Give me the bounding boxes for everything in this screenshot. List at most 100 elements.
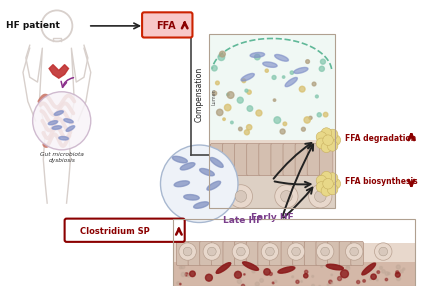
Circle shape	[274, 117, 281, 123]
FancyBboxPatch shape	[316, 241, 329, 266]
Ellipse shape	[285, 77, 297, 87]
Ellipse shape	[59, 136, 68, 140]
Circle shape	[247, 106, 253, 111]
Circle shape	[331, 274, 333, 276]
Circle shape	[269, 272, 272, 276]
Circle shape	[216, 81, 219, 85]
Circle shape	[205, 274, 213, 281]
FancyBboxPatch shape	[304, 241, 317, 266]
Circle shape	[317, 113, 321, 117]
FancyBboxPatch shape	[339, 241, 352, 266]
Circle shape	[371, 274, 376, 279]
Circle shape	[183, 247, 192, 256]
Circle shape	[357, 281, 360, 284]
FancyBboxPatch shape	[327, 241, 340, 266]
FancyBboxPatch shape	[65, 219, 185, 242]
FancyBboxPatch shape	[235, 241, 247, 266]
Circle shape	[306, 60, 310, 63]
Circle shape	[346, 266, 350, 270]
Circle shape	[244, 130, 249, 135]
Circle shape	[301, 127, 305, 131]
FancyBboxPatch shape	[351, 241, 363, 266]
Circle shape	[316, 175, 327, 186]
Circle shape	[264, 269, 270, 275]
FancyBboxPatch shape	[142, 12, 192, 38]
FancyBboxPatch shape	[173, 262, 415, 286]
Circle shape	[224, 104, 231, 111]
Circle shape	[239, 127, 242, 131]
Text: Gut microbiota
dysbiosis: Gut microbiota dysbiosis	[40, 152, 84, 163]
Circle shape	[203, 243, 220, 260]
FancyBboxPatch shape	[259, 143, 272, 175]
Circle shape	[321, 128, 332, 138]
Circle shape	[319, 66, 324, 71]
Circle shape	[395, 272, 400, 277]
Circle shape	[290, 71, 294, 74]
FancyBboxPatch shape	[319, 143, 333, 175]
Circle shape	[321, 186, 332, 196]
Circle shape	[304, 270, 308, 274]
Circle shape	[346, 243, 363, 260]
Circle shape	[309, 116, 312, 119]
Circle shape	[207, 247, 216, 256]
FancyBboxPatch shape	[200, 241, 212, 266]
Ellipse shape	[210, 157, 223, 167]
FancyBboxPatch shape	[177, 241, 189, 266]
Circle shape	[235, 191, 247, 202]
Circle shape	[319, 285, 320, 287]
Circle shape	[265, 247, 274, 256]
Circle shape	[301, 281, 302, 282]
Circle shape	[299, 86, 305, 92]
Circle shape	[177, 282, 180, 285]
Circle shape	[323, 135, 333, 146]
Circle shape	[316, 95, 318, 98]
FancyBboxPatch shape	[307, 143, 321, 175]
Circle shape	[304, 274, 308, 278]
Circle shape	[275, 280, 277, 283]
Circle shape	[292, 276, 294, 278]
Ellipse shape	[362, 263, 375, 275]
Ellipse shape	[172, 156, 187, 163]
FancyBboxPatch shape	[235, 143, 248, 175]
Ellipse shape	[200, 168, 214, 176]
Circle shape	[231, 121, 233, 124]
Circle shape	[363, 280, 365, 282]
Circle shape	[227, 92, 234, 98]
Text: Clostridium SP: Clostridium SP	[80, 227, 150, 236]
FancyBboxPatch shape	[247, 143, 260, 175]
Ellipse shape	[250, 52, 265, 57]
Ellipse shape	[54, 111, 63, 115]
Ellipse shape	[275, 54, 288, 61]
Circle shape	[260, 278, 263, 282]
Circle shape	[396, 271, 399, 274]
Circle shape	[323, 112, 328, 117]
Circle shape	[320, 59, 326, 64]
Circle shape	[282, 76, 285, 78]
Text: Early HF: Early HF	[251, 213, 293, 222]
FancyBboxPatch shape	[211, 241, 224, 266]
Ellipse shape	[294, 68, 308, 73]
Ellipse shape	[241, 73, 254, 81]
Circle shape	[255, 54, 260, 60]
Ellipse shape	[326, 264, 343, 270]
Circle shape	[396, 265, 400, 269]
Circle shape	[187, 274, 191, 277]
Ellipse shape	[48, 121, 58, 125]
Circle shape	[275, 185, 298, 208]
Text: FFA degradation: FFA degradation	[346, 134, 417, 143]
Circle shape	[292, 247, 301, 256]
Circle shape	[376, 279, 378, 281]
Text: Late HF: Late HF	[223, 216, 263, 225]
Text: Lumen: Lumen	[212, 88, 217, 105]
Circle shape	[281, 191, 292, 202]
Circle shape	[385, 272, 389, 275]
Circle shape	[242, 79, 246, 83]
Ellipse shape	[216, 263, 231, 273]
Circle shape	[190, 271, 195, 277]
Circle shape	[247, 90, 251, 94]
Circle shape	[340, 270, 349, 278]
Circle shape	[346, 265, 349, 268]
Ellipse shape	[242, 262, 259, 270]
Text: FFA: FFA	[155, 21, 175, 31]
Circle shape	[181, 272, 185, 276]
